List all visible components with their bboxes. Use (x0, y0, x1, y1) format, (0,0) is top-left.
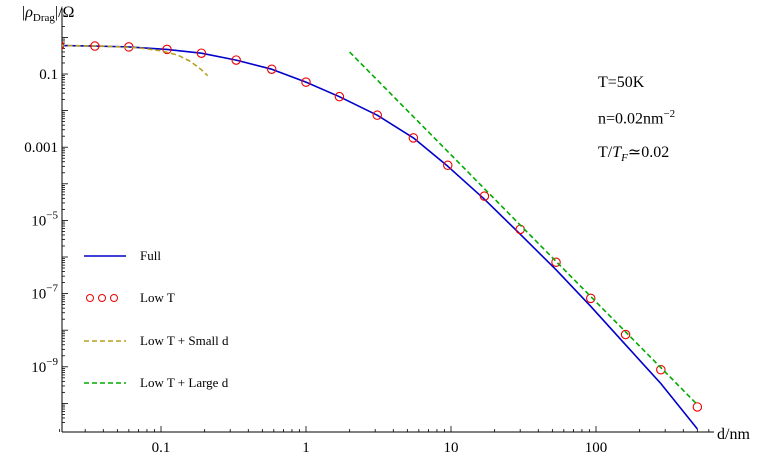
legend-label-large-d: Low T + Large d (140, 375, 229, 390)
legend: Full Low T Low T + Small d Low T + Large… (82, 242, 322, 402)
density-annotation: n=0.02nm−2 (598, 108, 676, 128)
plot-area (62, 41, 703, 430)
legend-symbol-large-d (84, 382, 126, 384)
temperature-annotation: T=50K (598, 74, 645, 91)
legend-label-low-t: Low T (140, 290, 175, 305)
y-tick-label: 10−5 (31, 209, 58, 229)
legend-label-full: Full (140, 248, 161, 263)
legend-item-large-d: Low T + Large d (82, 373, 322, 393)
x-tick-label: 0.1 (152, 440, 171, 456)
data-point-low-t (551, 257, 561, 267)
legend-item-full: Full (82, 246, 322, 266)
data-point-low-t (301, 77, 311, 87)
data-point-low-t (479, 191, 490, 201)
data-point-low-t (692, 402, 703, 412)
data-point-low-t (266, 64, 277, 74)
data-point-low-t (334, 91, 345, 102)
y-tick-label: 10−9 (31, 356, 58, 376)
data-point-low-t (231, 55, 241, 65)
data-point-low-t (585, 293, 596, 304)
data-point-low-t (620, 329, 631, 340)
data-point-low-t (443, 160, 453, 171)
data-point-low-t (162, 44, 172, 55)
temperature-ratio-annotation: T/TF≃0.02 (598, 144, 670, 165)
data-point-low-t (196, 48, 207, 58)
data-point-low-t (515, 224, 525, 235)
x-tick-label: 10 (444, 440, 459, 456)
y-axis-label: |ρDrag|/Ω (22, 4, 75, 25)
axes: 0.1 1 10 100 0.1 0.001 10−5 10−7 10−9 (24, 8, 714, 456)
data-point-low-t (408, 133, 419, 143)
data-point-low-t (90, 41, 100, 51)
series-line-low-t-large-d (349, 51, 698, 406)
legend-label-small-d: Low T + Small d (140, 333, 229, 348)
y-tick-label: 0.001 (24, 140, 58, 156)
x-tick-label: 100 (585, 440, 608, 456)
x-tick-label: 1 (302, 440, 310, 456)
legend-symbol-small-d (84, 340, 126, 342)
legend-symbol-full (84, 255, 126, 257)
data-point-low-t (656, 365, 666, 375)
y-tick-label: 10−7 (31, 283, 58, 303)
legend-item-small-d: Low T + Small d (82, 331, 322, 351)
series-line-low-t-small-d (62, 44, 209, 77)
series-line-full (62, 44, 699, 430)
y-tick-label: 0.1 (39, 67, 58, 83)
x-axis-label: d/nm (717, 426, 750, 443)
legend-item-low-t: Low T (82, 288, 322, 308)
legend-symbol-low-t (86, 294, 118, 302)
data-point-low-t (372, 110, 382, 120)
